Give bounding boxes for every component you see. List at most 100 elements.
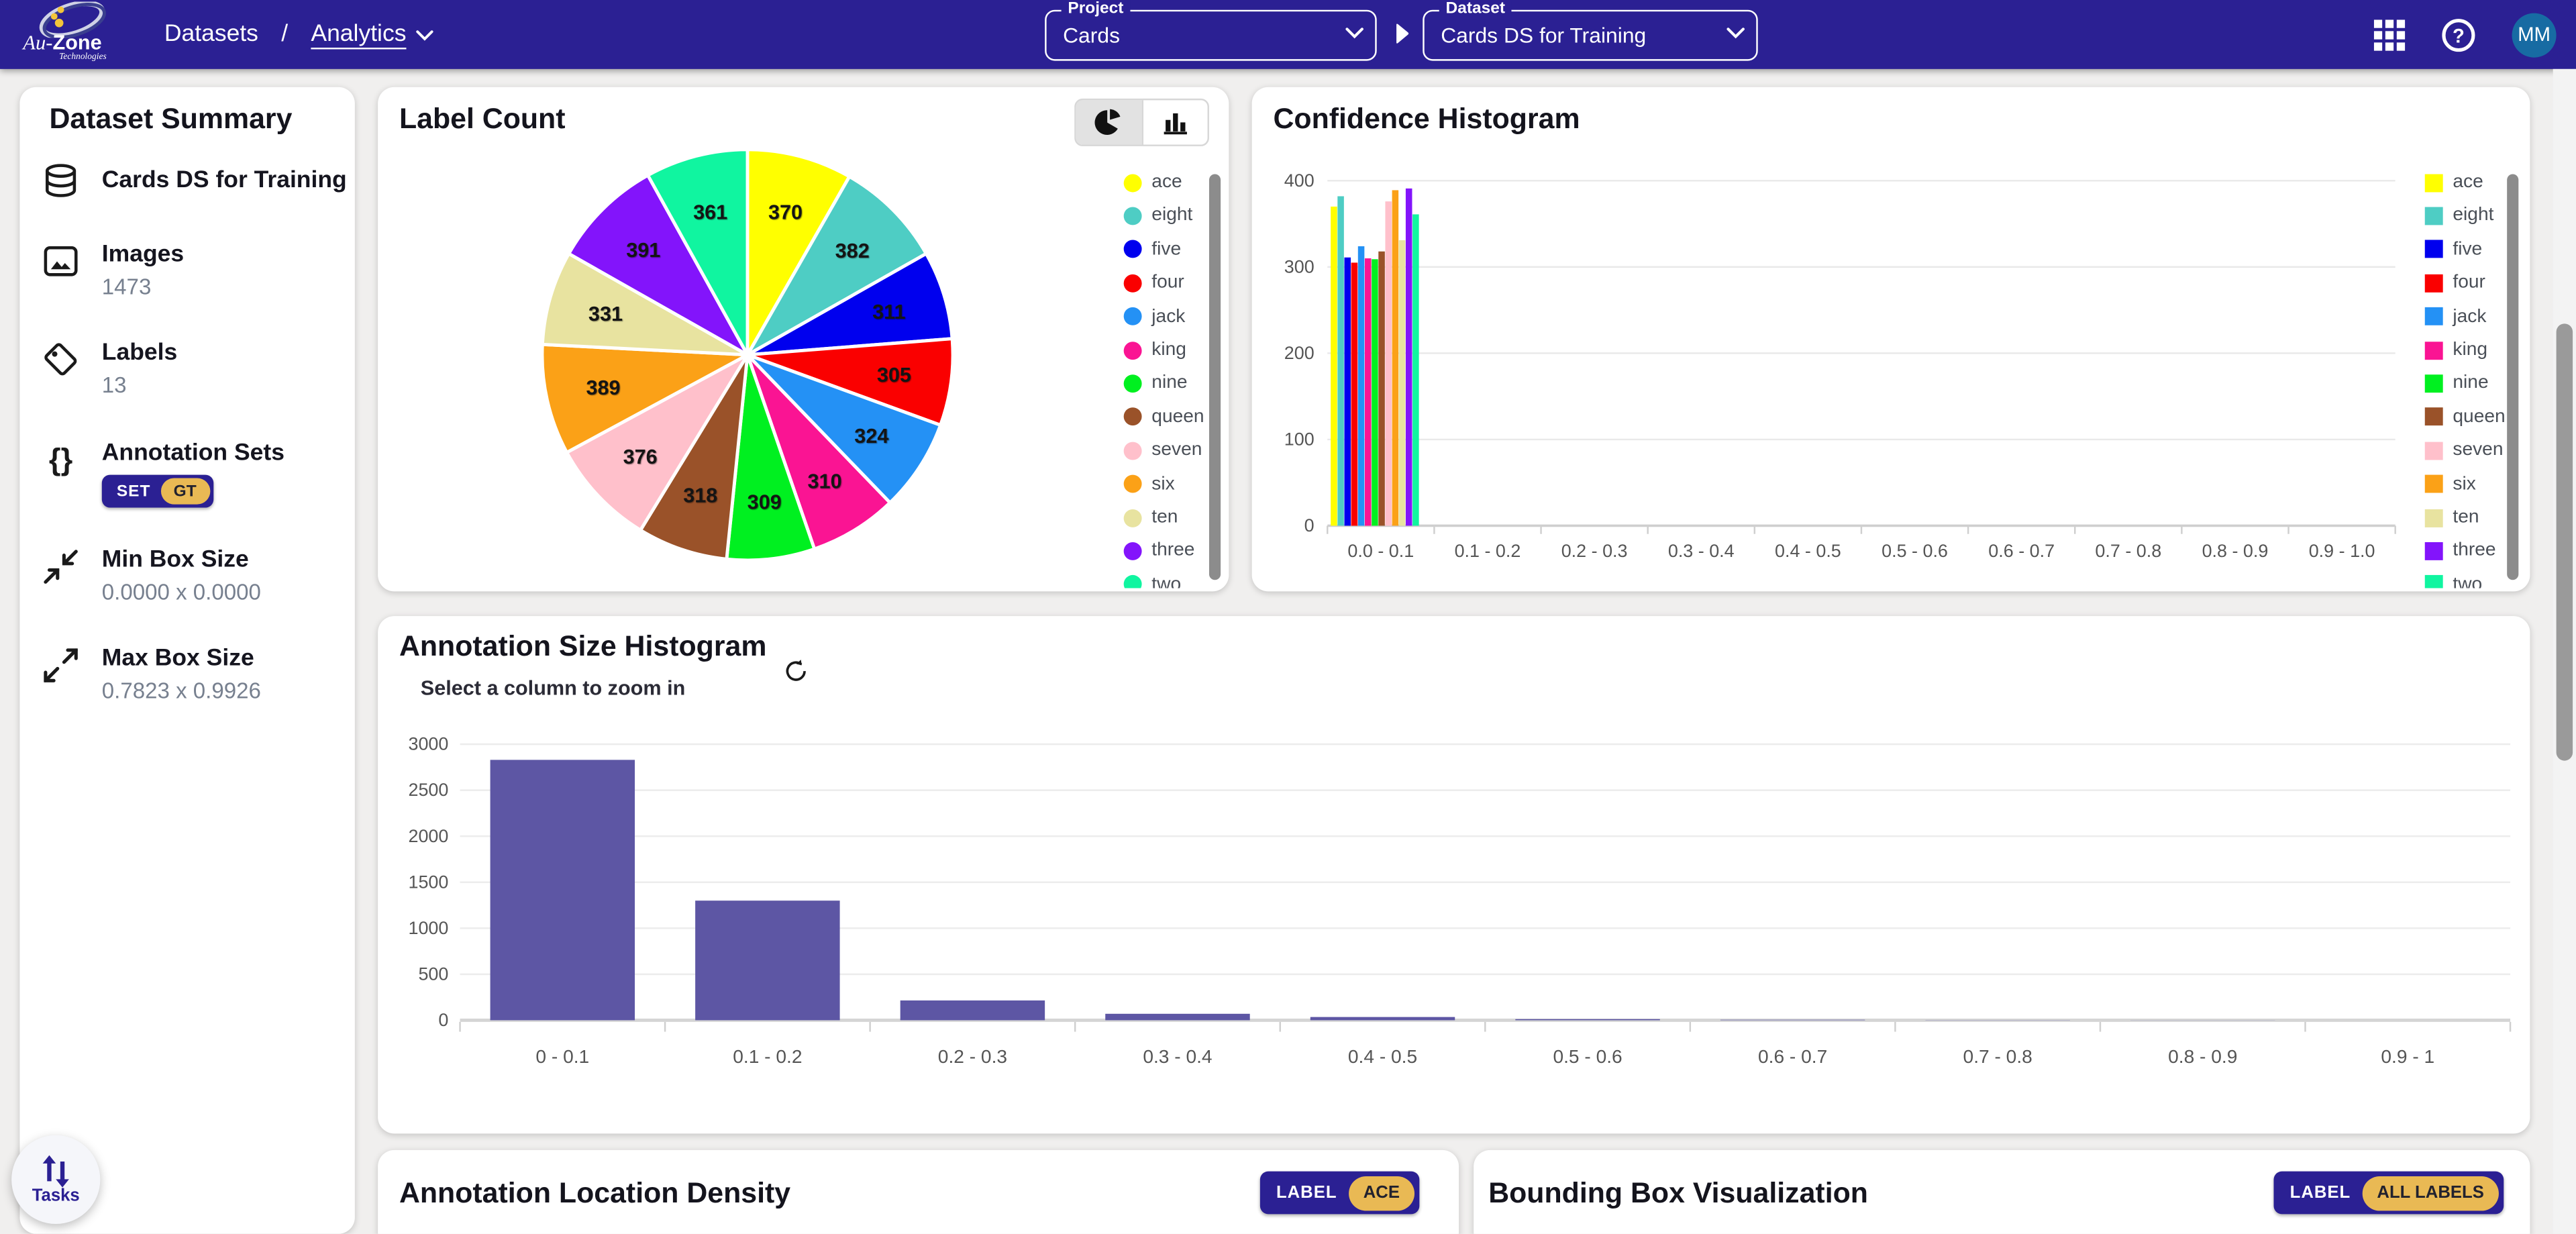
legend-item-ten[interactable]: ten <box>2418 508 2479 527</box>
conf-bar-four-0.0 - 0.1[interactable] <box>1351 262 1358 526</box>
legend-item-king[interactable]: king <box>1117 340 1186 360</box>
x-label-0.3 - 0.4: 0.3 - 0.4 <box>1143 1046 1212 1067</box>
legend-item-ace[interactable]: ace <box>2418 172 2483 192</box>
legend-item-three[interactable]: three <box>1117 541 1195 561</box>
help-icon[interactable]: ? <box>2441 17 2475 52</box>
sidebar-item-annotation-sets[interactable]: {} Annotation Sets SET GT <box>41 439 285 508</box>
legend-item-eight[interactable]: eight <box>1117 206 1192 225</box>
legend-item-four[interactable]: four <box>2418 273 2485 293</box>
size-bar-0.1 - 0.2[interactable] <box>695 901 840 1021</box>
sidebar-item-labels[interactable]: Labels 13 <box>41 338 177 401</box>
tasks-button[interactable]: Tasks <box>11 1135 101 1225</box>
conf-bar-ace-0.0 - 0.1[interactable] <box>1331 206 1337 526</box>
x-label-0.7 - 0.8: 0.7 - 0.8 <box>2095 541 2161 561</box>
conf-bar-queen-0.0 - 0.1[interactable] <box>1378 251 1385 526</box>
confidence-legend-scrollbar[interactable] <box>2507 174 2519 580</box>
legend-item-seven[interactable]: seven <box>1117 441 1202 460</box>
legend-label-two: two <box>2453 574 2483 588</box>
pie-slice-four[interactable] <box>747 337 955 427</box>
y-tick-400: 400 <box>1284 170 1315 191</box>
sidebar-item-images[interactable]: Images 1473 <box>41 240 184 302</box>
breadcrumb-analytics[interactable]: Analytics <box>311 21 434 48</box>
legend-label-five: five <box>2453 239 2483 260</box>
size-bar-0 - 0.1[interactable] <box>490 760 635 1021</box>
pie-slice-king[interactable] <box>745 354 892 552</box>
sidebar-item-dataset[interactable]: Cards DS for Training <box>41 159 347 203</box>
label-badge-value: ACE <box>1348 1175 1415 1211</box>
label-filter-badge[interactable]: LABEL ACE <box>1259 1171 1420 1215</box>
conf-bar-two-0.0 - 0.1[interactable] <box>1412 214 1419 526</box>
breadcrumb-datasets[interactable]: Datasets <box>164 21 258 48</box>
conf-bar-six-0.0 - 0.1[interactable] <box>1392 190 1399 526</box>
conf-bar-jack-0.0 - 0.1[interactable] <box>1357 246 1365 526</box>
legend-item-two[interactable]: two <box>2418 574 2482 588</box>
size-bar-0.6 - 0.7[interactable] <box>1720 1019 1865 1021</box>
conf-bar-three-0.0 - 0.1[interactable] <box>1405 188 1412 526</box>
legend-item-three[interactable]: three <box>2418 541 2496 561</box>
x-label-0.8 - 0.9: 0.8 - 0.9 <box>2168 1046 2237 1067</box>
refresh-icon[interactable] <box>784 659 809 684</box>
legend-label-three: three <box>1151 541 1195 561</box>
legend-item-king[interactable]: king <box>2418 340 2487 360</box>
company-logo[interactable]: Au-Zone Technologies <box>23 1 138 67</box>
conf-bar-ten-0.0 - 0.1[interactable] <box>1398 240 1406 526</box>
pie-slice-nine[interactable] <box>725 354 817 562</box>
apps-grid-icon[interactable] <box>2373 19 2406 50</box>
pie-slice-ace[interactable] <box>745 148 852 362</box>
legend-item-queen[interactable]: queen <box>2418 407 2506 427</box>
user-avatar[interactable]: MM <box>2512 12 2557 57</box>
legend-item-six[interactable]: six <box>1117 474 1175 494</box>
size-bar-0.3 - 0.4[interactable] <box>1105 1013 1250 1021</box>
legend-item-eight[interactable]: eight <box>2418 206 2493 225</box>
legend-swatch-jack <box>1123 307 1142 326</box>
legend-item-nine[interactable]: nine <box>1117 374 1188 393</box>
dataset-select[interactable]: Dataset Cards DS for Training <box>1423 0 1758 61</box>
legend-item-five[interactable]: five <box>2418 240 2482 259</box>
legend-label-five: five <box>1151 239 1182 260</box>
legend-item-nine[interactable]: nine <box>2418 374 2489 393</box>
conf-bar-nine-0.0 - 0.1[interactable] <box>1372 259 1378 526</box>
pie-value-two: 361 <box>693 201 727 223</box>
pie-slice-eight[interactable] <box>743 174 929 360</box>
legend-item-jack[interactable]: jack <box>1117 307 1185 326</box>
breadcrumb: Datasets / Analytics <box>164 0 434 69</box>
conf-bar-seven-0.0 - 0.1[interactable] <box>1385 201 1392 526</box>
pie-slice-queen[interactable] <box>638 354 750 561</box>
pie-value-four: 305 <box>877 364 911 387</box>
chevron-down-icon <box>1345 28 1363 39</box>
pie-slice-six[interactable] <box>540 342 754 455</box>
pie-slice-five[interactable] <box>746 251 954 357</box>
pie-value-king: 310 <box>808 470 842 493</box>
conf-bar-king-0.0 - 0.1[interactable] <box>1364 258 1372 526</box>
legend-item-four[interactable]: four <box>1117 273 1184 293</box>
pie-slice-jack[interactable] <box>746 353 943 505</box>
project-select[interactable]: Project Cards <box>1045 0 1377 61</box>
conf-bar-five-0.0 - 0.1[interactable] <box>1344 257 1351 526</box>
size-bar-0.5 - 0.6[interactable] <box>1515 1019 1660 1021</box>
legend-item-two[interactable]: two <box>1117 574 1181 588</box>
label-count-legend-scrollbar[interactable] <box>1208 174 1221 580</box>
pie-slice-seven[interactable] <box>564 350 752 533</box>
legend-item-five[interactable]: five <box>1117 240 1181 259</box>
legend-item-six[interactable]: six <box>2418 474 2476 494</box>
bar-chart-toggle-button[interactable] <box>1141 100 1207 145</box>
pie-slice-three[interactable] <box>566 172 752 360</box>
legend-item-ace[interactable]: ace <box>1117 172 1182 192</box>
legend-swatch-four <box>1123 274 1142 293</box>
size-bar-0.2 - 0.3[interactable] <box>900 1000 1045 1021</box>
page-scrollbar-thumb[interactable] <box>2556 323 2573 761</box>
annotation-set-badge[interactable]: SET GT <box>101 474 213 508</box>
legend-label-three: three <box>2453 541 2496 561</box>
legend-item-jack[interactable]: jack <box>2418 307 2486 326</box>
label-filter-badge[interactable]: LABEL ALL LABELS <box>2273 1171 2504 1215</box>
legend-item-seven[interactable]: seven <box>2418 441 2504 460</box>
conf-bar-eight-0.0 - 0.1[interactable] <box>1337 196 1344 526</box>
legend-item-queen[interactable]: queen <box>1117 407 1204 427</box>
pie-slice-ten[interactable] <box>540 251 749 357</box>
legend-item-ten[interactable]: ten <box>1117 508 1178 527</box>
legend-label-four: four <box>1151 272 1184 293</box>
size-bar-0.4 - 0.5[interactable] <box>1310 1017 1455 1021</box>
pie-chart-toggle-button[interactable] <box>1076 100 1141 145</box>
pie-chart-icon <box>1095 109 1121 136</box>
pie-slice-two[interactable] <box>646 148 750 362</box>
